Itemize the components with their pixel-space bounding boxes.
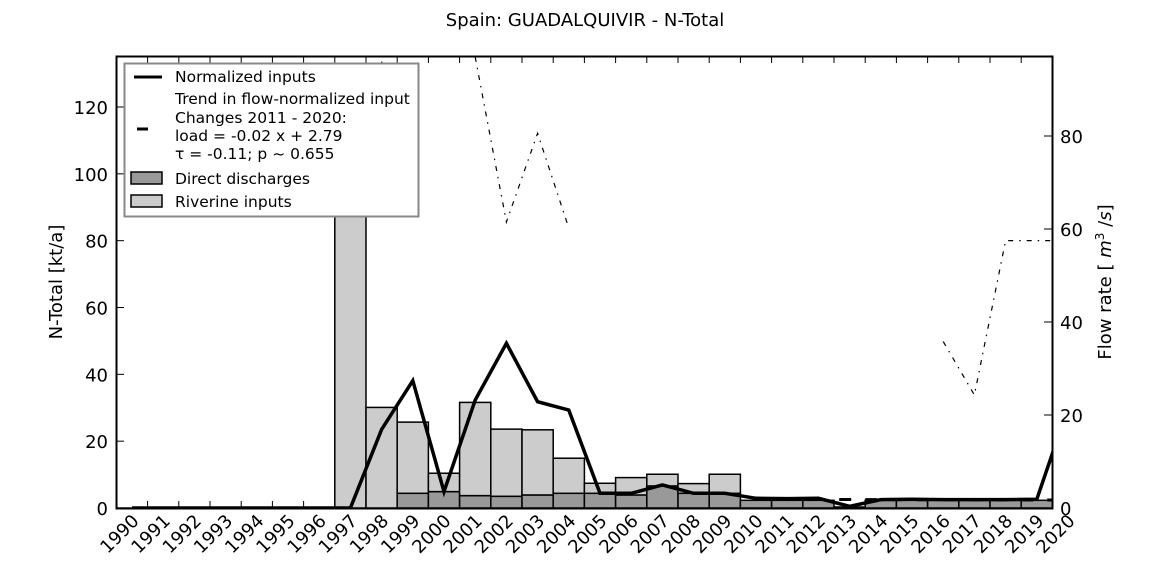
y-tick-label-left: 20 xyxy=(85,432,108,453)
flow-rate-line xyxy=(942,240,1052,397)
bar-series xyxy=(116,94,1052,508)
y-tick-label-left: 80 xyxy=(85,232,108,253)
bar-direct-2006 xyxy=(614,494,648,508)
legend-trend-stats: τ = -0.11; p ~ 0.655 xyxy=(175,145,334,163)
legend-item-normalized: Normalized inputs xyxy=(175,68,316,86)
y-tick-label-right: 60 xyxy=(1060,220,1083,241)
y-axis-label-left: N-Total [kt/a] xyxy=(46,225,67,340)
bar-direct-2005 xyxy=(583,492,617,508)
bar-direct-2010 xyxy=(739,499,773,508)
y-axis-right: 0 20 40 60 80 xyxy=(1044,127,1083,520)
legend-box xyxy=(123,62,420,218)
flow-rate-line xyxy=(474,56,570,229)
bar-direct-2016 xyxy=(926,499,960,508)
y-tick-label-left: 60 xyxy=(85,299,108,320)
bar-riverine-2004 xyxy=(552,457,586,495)
legend: Normalized inputs Trend in flow-normaliz… xyxy=(123,62,420,218)
legend-item-riverine: Riverine inputs xyxy=(175,193,292,211)
legend-trend-equation: load = -0.02 x + 2.79 xyxy=(175,127,343,145)
bar-direct-1999 xyxy=(396,492,430,508)
bar-direct-2017 xyxy=(958,499,991,508)
trend-line xyxy=(787,497,1052,502)
chart-title: Spain: GUADALQUIVIR - N-Total xyxy=(446,10,724,31)
y-tick-label-right: 20 xyxy=(1060,406,1083,427)
x-axis: 1990199119921993199419951996199719981999… xyxy=(96,56,1080,558)
legend-item-trend: Trend in flow-normalized input xyxy=(174,90,410,108)
bar-direct-2001 xyxy=(458,494,492,508)
y-axis-label-right: Flow rate [ m3 /s] xyxy=(1093,204,1116,359)
bar-riverine-2009 xyxy=(708,473,742,495)
line-series xyxy=(132,56,1052,508)
legend-patch-light-icon xyxy=(130,194,163,208)
bar-direct-2008 xyxy=(677,492,710,508)
y-axis-left: 0 20 40 60 80 100 120 xyxy=(74,98,124,520)
legend-trend-period: Changes 2011 - 2020: xyxy=(175,109,347,127)
legend-item-direct: Direct discharges xyxy=(175,170,310,188)
y-tick-label-left: 120 xyxy=(74,98,108,119)
y-tick-label-right: 80 xyxy=(1060,127,1083,148)
bar-riverine-1999 xyxy=(396,421,430,495)
y-tick-label-left: 40 xyxy=(85,365,108,386)
y-tick-label-right: 0 xyxy=(1060,499,1071,520)
bar-direct-2011 xyxy=(770,499,804,508)
y-tick-label-left: 0 xyxy=(97,499,108,520)
y-tick-label-right: 40 xyxy=(1060,313,1083,334)
bar-riverine-2003 xyxy=(521,429,554,496)
legend-patch-dark-icon xyxy=(130,171,163,185)
bar-direct-2018 xyxy=(989,499,1022,508)
bar-direct-2004 xyxy=(552,492,586,508)
bar-riverine-2001 xyxy=(458,401,492,497)
y-tick-label-left: 100 xyxy=(74,165,108,186)
flow-label-text: Flow rate [ xyxy=(1095,264,1116,360)
bar-direct-2003 xyxy=(521,494,554,508)
bar-direct-2015 xyxy=(895,499,929,508)
bar-direct-2002 xyxy=(490,495,523,508)
bar-riverine-2002 xyxy=(490,428,523,498)
normalized-inputs-line xyxy=(132,339,1052,508)
